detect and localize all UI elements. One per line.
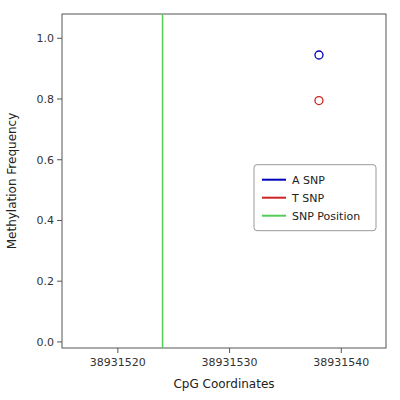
y-tick [57,38,62,39]
axes: 38931520 38931530 38931540 0.0 0.2 0.4 0.6 0.8 1… [37,14,387,369]
y-tick-label: 0.6 [37,154,55,167]
legend-swatch [262,215,286,217]
x-tick-label: 38931530 [202,356,258,369]
legend: A SNP T SNP SNP Position [254,165,376,231]
legend-label: T SNP [291,192,324,205]
y-tick [57,99,62,100]
chart: 38931520 38931530 38931540 0.0 0.2 0.4 0.6 0.8 1… [0,0,400,400]
y-tick [57,220,62,221]
chart-container: 38931520 38931530 38931540 0.0 0.2 0.4 0.6 0.8 1… [0,0,400,400]
x-tick [229,348,230,353]
legend-swatch [262,197,286,199]
point [315,51,323,59]
x-tick [117,348,118,353]
y-tick-label: 0.8 [37,93,55,106]
legend-label: A SNP [292,174,325,187]
y-tick-label: 0.4 [37,214,55,227]
y-tick-label: 1.0 [37,32,55,45]
plot-background [62,14,386,348]
plot-frame [62,14,386,348]
y-tick-label: 0.2 [37,275,55,288]
point [315,97,323,105]
page: {"chart_data": { "type": "scatter", "xla… [0,0,400,400]
y-tick [57,281,62,282]
x-tick-label: 38931540 [313,356,369,369]
legend-label: SNP Position [292,210,360,223]
legend-swatch [262,179,286,181]
x-axis-label: CpG Coordinates [173,377,274,391]
y-tick-label: 0.0 [37,336,55,349]
y-tick [57,159,62,160]
legend-box [254,165,376,231]
x-tick [341,348,342,353]
y-tick [57,341,62,342]
vertical-line [162,14,164,348]
x-tick-label: 38931520 [90,356,146,369]
y-axis-label: Methylation Frequency [5,113,19,250]
